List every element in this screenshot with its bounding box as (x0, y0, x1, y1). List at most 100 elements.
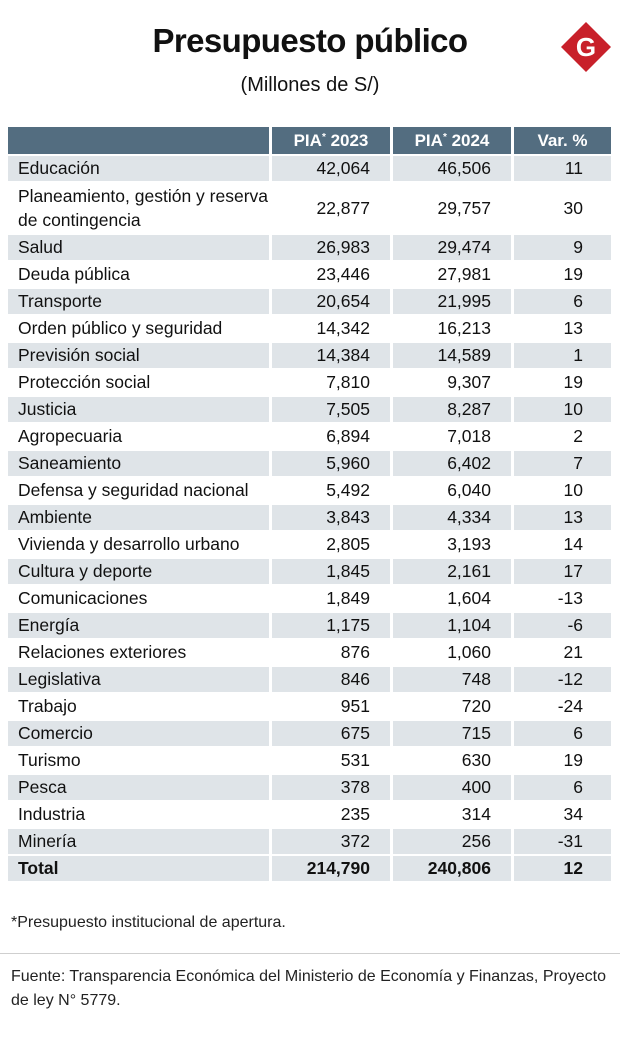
pia-2024-cell: 6,402 (393, 451, 514, 478)
row-name-cell: Orden público y seguridad (8, 316, 272, 343)
var-cell: 2 (514, 424, 611, 451)
header-blank (8, 127, 272, 156)
page-subtitle: (Millones de S/) (240, 74, 380, 96)
row-name-cell: Justicia (8, 397, 272, 424)
var-cell: 9 (514, 235, 611, 262)
pia-2023-cell: 531 (272, 748, 393, 775)
table-row: Previsión social 14,384 14,589 1 (8, 343, 611, 370)
table-row: Justicia 7,505 8,287 10 (8, 397, 611, 424)
pia-2023-cell: 378 (272, 775, 393, 802)
pia-2023-cell: 951 (272, 694, 393, 721)
source-note: Fuente: Transparencia Económica del Mini… (11, 968, 606, 1009)
table-row: Minería 372 256 -31 (8, 829, 611, 856)
table-row: Comunicaciones 1,849 1,604 -13 (8, 586, 611, 613)
pia-2024-cell: 14,589 (393, 343, 514, 370)
var-cell: 6 (514, 775, 611, 802)
table-row: Trabajo 951 720 -24 (8, 694, 611, 721)
var-cell: 17 (514, 559, 611, 586)
table-row: Educación 42,064 46,506 11 (8, 156, 611, 183)
var-cell: 6 (514, 289, 611, 316)
row-name-cell: Trabajo (8, 694, 272, 721)
table-row: Salud 26,983 29,474 9 (8, 235, 611, 262)
pia-2024-cell: 4,334 (393, 505, 514, 532)
var-cell: -24 (514, 694, 611, 721)
table-row: Protección social 7,810 9,307 19 (8, 370, 611, 397)
table-row: Transporte 20,654 21,995 6 (8, 289, 611, 316)
pia-2024-cell: 630 (393, 748, 514, 775)
gestion-logo: G (561, 22, 611, 72)
pia-2024-cell: 29,474 (393, 235, 514, 262)
pia-2023-cell: 14,384 (272, 343, 393, 370)
row-name-cell: Cultura y deporte (8, 559, 272, 586)
pia-2023-cell: 1,175 (272, 613, 393, 640)
row-name-cell: Previsión social (8, 343, 272, 370)
row-name-cell: Industria (8, 802, 272, 829)
row-name-cell: Salud (8, 235, 272, 262)
header-pia-2023: PIA* 2023 (272, 127, 393, 156)
pia-2024-cell: 720 (393, 694, 514, 721)
logo-letter: G (576, 32, 596, 62)
total-row: Total 214,790 240,806 12 (8, 856, 611, 883)
pia-2024-cell: 240,806 (393, 856, 514, 883)
row-name-cell: Minería (8, 829, 272, 856)
row-name-cell: Legislativa (8, 667, 272, 694)
table-row: Industria 235 314 34 (8, 802, 611, 829)
row-name-cell: Pesca (8, 775, 272, 802)
pia-2023-cell: 1,845 (272, 559, 393, 586)
pia-2024-cell: 29,757 (393, 183, 514, 235)
var-cell: 30 (514, 183, 611, 235)
table-row: Deuda pública 23,446 27,981 19 (8, 262, 611, 289)
pia-2023-cell: 2,805 (272, 532, 393, 559)
pia-2023-cell: 846 (272, 667, 393, 694)
var-cell: 10 (514, 478, 611, 505)
pia-2023-cell: 23,446 (272, 262, 393, 289)
row-name-cell: Planeamiento, gestión y reserva de conti… (8, 183, 272, 235)
var-cell: 14 (514, 532, 611, 559)
row-name-cell: Comunicaciones (8, 586, 272, 613)
pia-2024-cell: 6,040 (393, 478, 514, 505)
row-name-cell: Turismo (8, 748, 272, 775)
row-name-cell: Ambiente (8, 505, 272, 532)
pia-2024-cell: 400 (393, 775, 514, 802)
logo-diamond (561, 22, 611, 72)
row-name-cell: Educación (8, 156, 272, 183)
page-title: Presupuesto público (152, 22, 469, 59)
pia-2024-cell: 3,193 (393, 532, 514, 559)
pia-2023-cell: 22,877 (272, 183, 393, 235)
pia-2024-cell: 314 (393, 802, 514, 829)
pia-2023-cell: 675 (272, 721, 393, 748)
pia-2024-cell: 1,604 (393, 586, 514, 613)
pia-2023-cell: 14,342 (272, 316, 393, 343)
pia-2023-cell: 3,843 (272, 505, 393, 532)
table-row: Energía 1,175 1,104 -6 (8, 613, 611, 640)
table-row: Relaciones exteriores 876 1,060 21 (8, 640, 611, 667)
var-cell: 1 (514, 343, 611, 370)
var-cell: 19 (514, 370, 611, 397)
pia-2023-cell: 7,505 (272, 397, 393, 424)
table-row: Turismo 531 630 19 (8, 748, 611, 775)
pia-2024-cell: 1,104 (393, 613, 514, 640)
table-row: Ambiente 3,843 4,334 13 (8, 505, 611, 532)
pia-2024-cell: 2,161 (393, 559, 514, 586)
table-row: Cultura y deporte 1,845 2,161 17 (8, 559, 611, 586)
pia-2024-cell: 27,981 (393, 262, 514, 289)
table-header-row: PIA* 2023 PIA* 2024 Var. % (8, 127, 611, 156)
var-cell: -13 (514, 586, 611, 613)
pia-2023-cell: 26,983 (272, 235, 393, 262)
table-body: Educación 42,064 46,506 11 Planeamiento, ges… (8, 156, 611, 883)
pia-2023-cell: 5,492 (272, 478, 393, 505)
var-cell: 7 (514, 451, 611, 478)
pia-2024-cell: 16,213 (393, 316, 514, 343)
var-cell: -31 (514, 829, 611, 856)
row-name-cell: Deuda pública (8, 262, 272, 289)
row-name-cell: Defensa y seguridad nacional (8, 478, 272, 505)
table-row: Saneamiento 5,960 6,402 7 (8, 451, 611, 478)
pia-2023-cell: 7,810 (272, 370, 393, 397)
pia-2024-cell: 7,018 (393, 424, 514, 451)
footnote: *Presupuesto institucional de apertura. (11, 914, 286, 931)
var-cell: 13 (514, 316, 611, 343)
header-var: Var. % (514, 127, 611, 156)
row-name-cell: Energía (8, 613, 272, 640)
var-cell: -6 (514, 613, 611, 640)
pia-2024-cell: 8,287 (393, 397, 514, 424)
